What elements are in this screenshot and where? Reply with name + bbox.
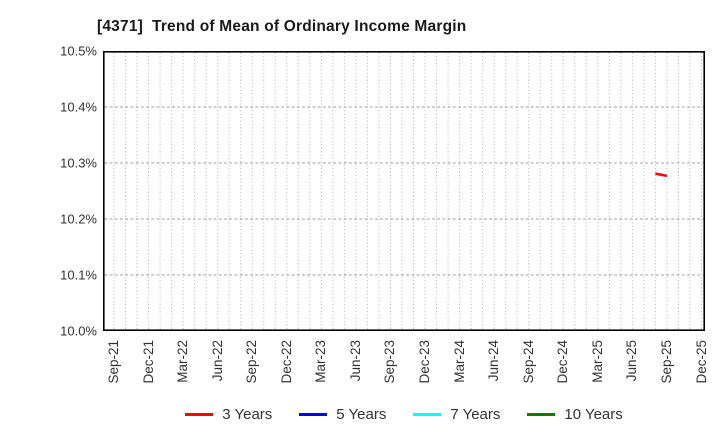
series-line-3-years (655, 172, 668, 178)
x-tick-label: Jun-25 (624, 340, 640, 382)
vertical-gridlines (113, 52, 702, 330)
x-tick-label: Mar-23 (313, 340, 329, 383)
y-tick-label: 10.0% (60, 323, 97, 339)
plot-area (103, 51, 705, 331)
legend-label: 5 Years (336, 405, 387, 423)
legend-item-10-years: 10 Years (527, 405, 623, 423)
x-tick-label: Sep-24 (520, 340, 536, 384)
x-tick-label: Sep-22 (244, 340, 260, 384)
y-tick-label: 10.1% (60, 267, 97, 283)
horizontal-gridlines (104, 106, 704, 276)
legend: 3 Years 5 Years 7 Years 10 Years (103, 401, 705, 427)
legend-item-3-years: 3 Years (185, 406, 272, 423)
legend-swatch-10-years (527, 412, 556, 416)
x-tick-label: Dec-24 (555, 340, 571, 384)
legend-label: 10 Years (564, 405, 623, 423)
x-tick-label: Sep-25 (658, 340, 674, 384)
legend-item-7-years: 7 Years (413, 406, 500, 423)
x-tick-label: Jun-22 (209, 340, 225, 382)
chart-title: [4371] Trend of Mean of Ordinary Income … (97, 18, 467, 35)
legend-swatch-3-years (185, 412, 214, 416)
y-tick-label: 10.2% (60, 211, 97, 227)
y-tick-label: 10.3% (60, 155, 97, 171)
legend-item-5-years: 5 Years (299, 406, 386, 423)
x-tick-label: Mar-22 (175, 340, 191, 383)
x-tick-label: Dec-22 (278, 340, 294, 384)
x-tick-label: Jun-23 (347, 340, 363, 382)
legend-swatch-7-years (413, 412, 442, 416)
legend-swatch-5-years (299, 412, 328, 416)
plot-frame (103, 51, 705, 331)
x-tick-label: Mar-25 (589, 340, 605, 383)
y-tick-label: 10.5% (60, 43, 97, 59)
legend-label: 7 Years (450, 405, 501, 423)
x-tick-label: Dec-25 (693, 340, 709, 384)
x-tick-label: Sep-23 (382, 340, 398, 384)
x-tick-label: Sep-21 (106, 340, 121, 384)
x-tick-label: Dec-21 (140, 340, 156, 384)
legend-label: 3 Years (222, 405, 273, 423)
x-tick-label: Dec-23 (417, 340, 433, 384)
x-tick-label: Mar-24 (451, 340, 467, 383)
x-tick-label: Jun-24 (486, 340, 502, 382)
y-tick-label: 10.4% (60, 99, 97, 115)
